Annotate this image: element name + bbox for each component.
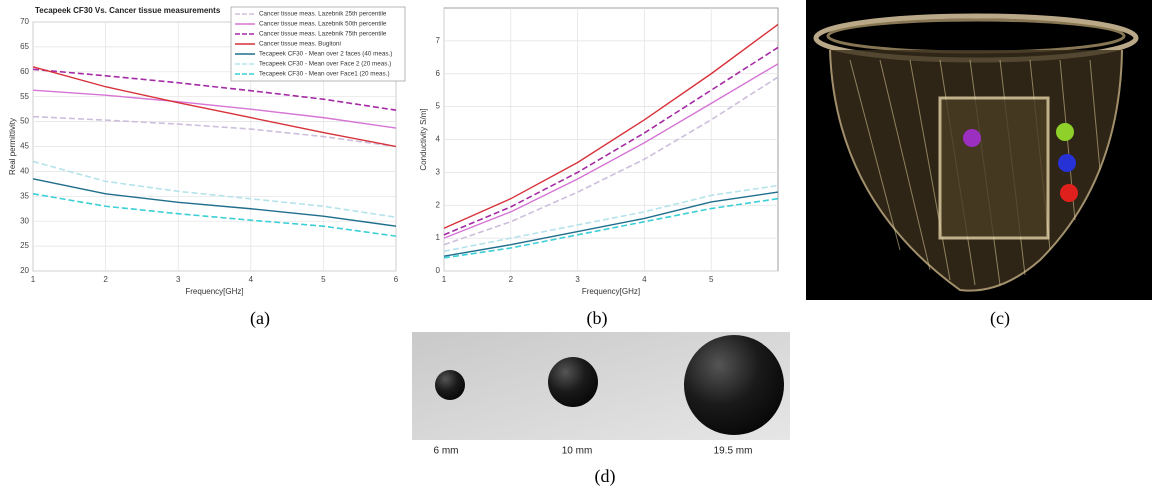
x-tick-label: 3 — [176, 275, 181, 284]
legend-label: Tecapeek CF30 - Mean over Face1 (20 meas… — [259, 71, 390, 78]
y-tick-label: 60 — [20, 67, 29, 76]
series-line — [32, 66, 397, 148]
x-tick-label: 2 — [103, 275, 108, 284]
y-tick-label: 7 — [436, 36, 441, 45]
series-line — [443, 23, 779, 229]
photo-panel — [412, 332, 790, 440]
x-tick-label: 2 — [509, 275, 514, 284]
y-axis-label: Conductivity S/m] — [419, 108, 428, 170]
y-tick-label: 5 — [436, 102, 441, 111]
y-tick-label: 3 — [436, 167, 441, 176]
legend-label: Tecapeek CF30 - Mean over 2 faces (40 me… — [259, 51, 392, 58]
x-tick-label: 4 — [642, 275, 647, 284]
y-tick-label: 55 — [20, 92, 29, 101]
series-line — [443, 197, 779, 259]
photo-label: 10 mm — [562, 446, 593, 457]
series-line — [443, 184, 779, 253]
series-line — [32, 68, 397, 111]
x-tick-label: 5 — [321, 275, 326, 284]
x-tick-label: 3 — [575, 275, 580, 284]
y-tick-label: 25 — [20, 241, 29, 250]
y-tick-label: 2 — [436, 200, 441, 209]
series-line — [32, 178, 397, 227]
y-tick-label: 0 — [436, 266, 441, 275]
legend-label: Cancer tissue meas. Bugitoni — [259, 41, 341, 48]
y-axis-label: Real permittivity — [8, 118, 17, 175]
legend-label: Cancer tissue meas. Lazebnik 75th percen… — [259, 31, 387, 38]
y-tick-label: 50 — [20, 117, 29, 126]
series-line — [443, 63, 779, 239]
y-tick-label: 20 — [20, 266, 29, 275]
x-tick-label: 4 — [249, 275, 254, 284]
y-tick-label: 30 — [20, 216, 29, 225]
photo-label: 19.5 mm — [714, 446, 753, 457]
legend-label: Cancer tissue meas. Lazebnik 25th percen… — [259, 11, 387, 18]
y-tick-label: 40 — [20, 167, 29, 176]
series-line — [443, 191, 779, 257]
legend-label: Tecapeek CF30 - Mean over Face 2 (20 mea… — [259, 61, 391, 68]
x-axis-label: Frequency[GHz] — [185, 287, 243, 296]
chart-title: Tecapeek CF30 Vs. Cancer tissue measurem… — [35, 6, 221, 15]
x-tick-label: 5 — [709, 275, 714, 284]
series-line — [32, 160, 397, 219]
series-line — [443, 46, 779, 236]
legend-label: Cancer tissue meas. Lazebnik 50th percen… — [259, 21, 387, 28]
legend-box — [230, 6, 406, 82]
x-axis-label: Frequency[GHz] — [582, 287, 640, 296]
photo-label: 6 mm — [434, 446, 459, 457]
caption: (b) — [587, 308, 608, 329]
y-tick-label: 35 — [20, 191, 29, 200]
y-tick-label: 65 — [20, 42, 29, 51]
series-line — [32, 89, 397, 129]
x-tick-label: 1 — [442, 275, 447, 284]
y-tick-label: 6 — [436, 69, 441, 78]
caption: (c) — [990, 308, 1010, 329]
x-tick-label: 1 — [31, 275, 36, 284]
series-line — [32, 115, 397, 148]
y-tick-label: 70 — [20, 17, 29, 26]
y-tick-label: 1 — [436, 233, 441, 242]
series-line — [32, 193, 397, 237]
y-tick-label: 45 — [20, 142, 29, 151]
x-tick-label: 6 — [394, 275, 399, 284]
caption: (a) — [250, 308, 270, 329]
series-line — [443, 76, 779, 246]
caption: (d) — [595, 466, 616, 487]
y-tick-label: 4 — [436, 135, 441, 144]
render-panel — [806, 0, 1152, 300]
